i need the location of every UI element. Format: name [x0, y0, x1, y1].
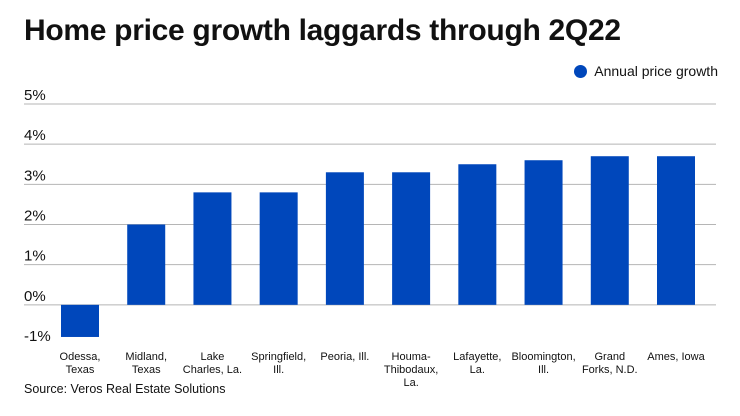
- bar: [657, 156, 695, 305]
- y-tick-label: 3%: [24, 167, 46, 184]
- x-tick-label: Charles, La.: [183, 364, 242, 376]
- x-tick-label: La.: [403, 377, 418, 389]
- source-note: Source: Veros Real Estate Solutions: [24, 382, 226, 396]
- x-tick-label: Ill.: [538, 364, 549, 376]
- y-tick-label: 0%: [24, 288, 46, 305]
- y-tick-label: -1%: [24, 328, 51, 345]
- bar: [127, 224, 166, 305]
- y-tick-label: 5%: [24, 87, 46, 104]
- x-tick-label: Bloomington,: [511, 351, 575, 363]
- chart-title: Home price growth laggards through 2Q22: [24, 14, 621, 47]
- legend-swatch: [574, 64, 588, 78]
- x-tick-label: La.: [470, 364, 485, 376]
- legend-label: Annual price growth: [594, 63, 718, 79]
- x-tick-label: Springfield,: [251, 351, 306, 363]
- x-tick-label: Lake: [201, 351, 225, 363]
- x-tick-label: Lafayette,: [453, 351, 501, 363]
- x-tick-label: Odessa,: [60, 351, 101, 363]
- bar: [590, 156, 629, 305]
- x-tick-label: Ames, Iowa: [647, 351, 705, 363]
- y-tick-label: 1%: [24, 248, 46, 265]
- bar: [325, 172, 364, 305]
- x-tick-label: Texas: [66, 364, 95, 376]
- y-tick-label: 2%: [24, 208, 46, 225]
- x-tick-label: Houma-: [392, 351, 431, 363]
- y-tick-label: 4%: [24, 127, 46, 144]
- bar: [458, 164, 497, 305]
- x-tick-label: Ill.: [273, 364, 284, 376]
- bar: [193, 192, 232, 305]
- x-tick-label: Midland,: [125, 351, 167, 363]
- x-tick-label: Thibodaux,: [384, 364, 438, 376]
- bar: [524, 160, 563, 305]
- legend: Annual price growth: [574, 63, 718, 79]
- bar: [61, 304, 99, 337]
- bar: [392, 172, 431, 305]
- bar: [259, 192, 298, 305]
- x-tick-label: Grand: [594, 351, 625, 363]
- x-tick-label: Forks, N.D.: [582, 364, 638, 376]
- x-tick-label: Texas: [132, 364, 161, 376]
- x-tick-label: Peoria, Ill.: [320, 351, 369, 363]
